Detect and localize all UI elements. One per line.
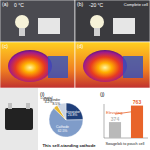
panel-label: (a)	[2, 1, 8, 7]
pouch-cell	[5, 108, 33, 130]
lamp-base	[94, 28, 100, 36]
slice-label: Separator24.8%	[65, 110, 81, 118]
thermal-image	[0, 42, 75, 88]
tab	[26, 103, 30, 109]
panel-label: (d)	[77, 43, 83, 49]
panel-label: (c)	[2, 43, 8, 49]
figure: (a)0 °C(b)-20 °CComplete cell(c)(d)(i)Se…	[0, 0, 150, 150]
panel-label: (j)	[100, 91, 105, 97]
slice-value: 24.8%	[68, 113, 78, 117]
device	[38, 18, 60, 34]
lamp-base	[19, 28, 25, 36]
lamp	[15, 15, 29, 29]
data-label: 374	[111, 116, 120, 122]
hot-spot	[8, 50, 52, 82]
slice-label: SSE/binder8.5%	[43, 98, 61, 106]
annotation: Elevating	[106, 110, 122, 115]
y-axis	[104, 104, 105, 138]
photo-panel	[0, 0, 75, 42]
pie-slice	[66, 103, 83, 120]
pouch-photo	[0, 88, 38, 150]
temperature-label: 0 °C	[14, 2, 24, 8]
tab	[8, 103, 12, 109]
slice-value: 62.5%	[58, 129, 68, 133]
panel-label: (b)	[77, 1, 83, 7]
photo-panel	[75, 0, 150, 42]
device	[113, 18, 135, 34]
bar	[109, 122, 121, 138]
cold-region	[48, 56, 68, 78]
note: Complete cell	[124, 2, 148, 7]
pie-title: This self-standing cathode	[42, 143, 96, 148]
data-label: 763	[133, 99, 142, 105]
thermal-image	[75, 42, 150, 88]
x-label: Swagelok to pouch cell	[106, 142, 145, 146]
slice-label: Cathode62.5%	[56, 125, 69, 133]
temperature-label: -20 °C	[89, 2, 104, 8]
hot-spot	[83, 50, 127, 82]
cold-region	[123, 56, 143, 78]
slice-value: 8.5%	[52, 102, 60, 106]
lamp	[90, 15, 104, 29]
bar	[131, 106, 143, 138]
